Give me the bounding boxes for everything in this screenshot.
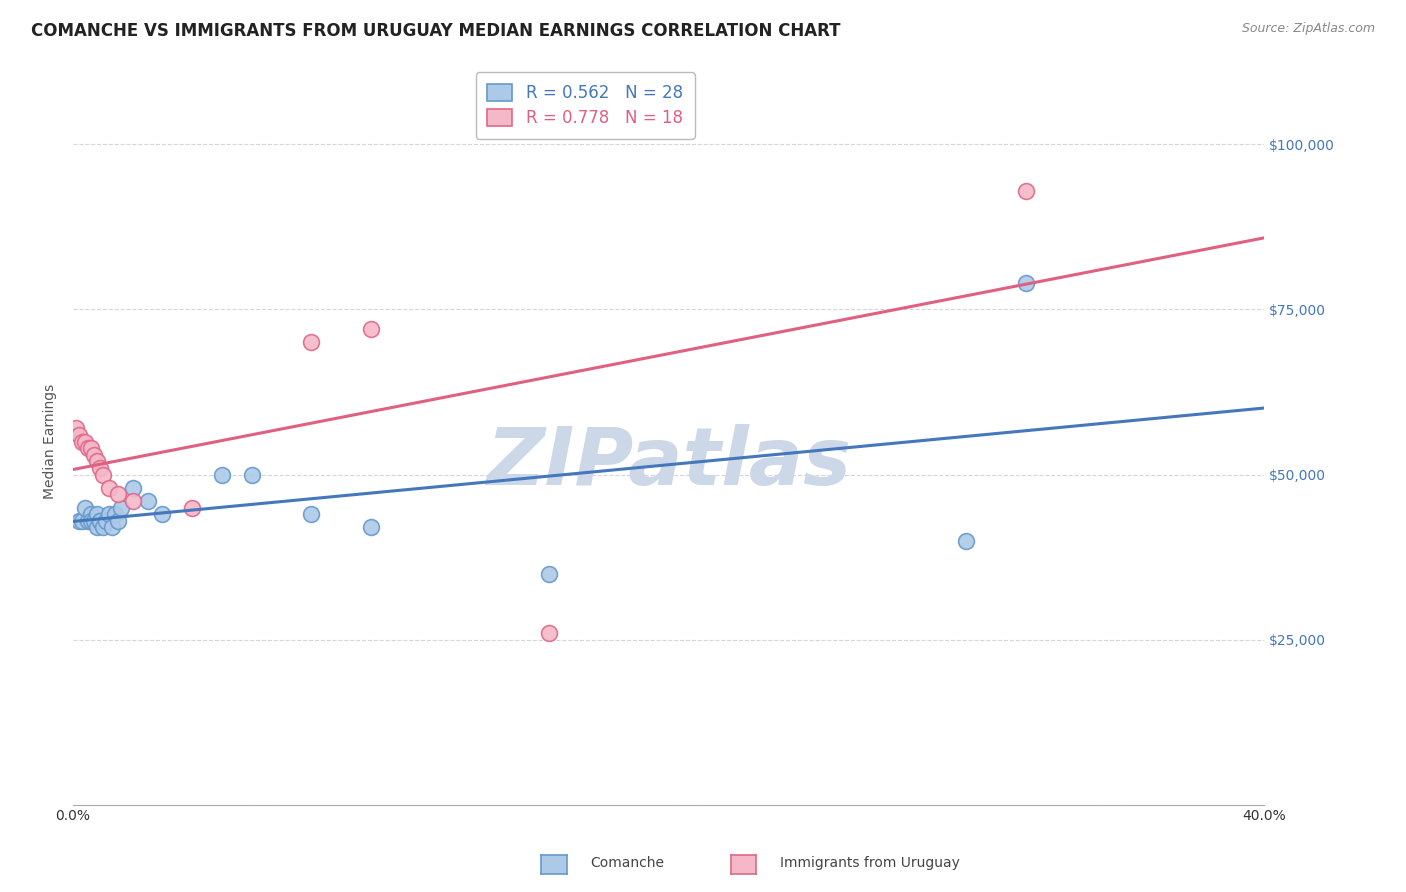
Point — [80, 514, 103, 528]
Point — [1015, 184, 1038, 198]
Point — [107, 514, 129, 528]
Point — [67, 514, 90, 528]
Point — [67, 428, 90, 442]
Point — [152, 507, 174, 521]
Text: ZIPatlas: ZIPatlas — [486, 425, 851, 502]
Y-axis label: Median Earnings: Median Earnings — [44, 384, 58, 500]
Point — [73, 500, 96, 515]
Point — [136, 494, 159, 508]
Point — [89, 514, 111, 528]
Point — [955, 533, 977, 548]
Point — [86, 520, 108, 534]
Point — [83, 514, 105, 528]
Text: Comanche: Comanche — [591, 856, 665, 871]
Point — [89, 514, 111, 528]
Point — [360, 520, 382, 534]
Point — [97, 481, 120, 495]
Point — [80, 507, 103, 521]
Point — [107, 487, 129, 501]
Point — [299, 507, 322, 521]
Point — [1015, 276, 1038, 290]
Point — [104, 507, 127, 521]
Text: COMANCHE VS IMMIGRANTS FROM URUGUAY MEDIAN EARNINGS CORRELATION CHART: COMANCHE VS IMMIGRANTS FROM URUGUAY MEDI… — [31, 22, 841, 40]
Point — [97, 507, 120, 521]
Point — [101, 520, 124, 534]
Point — [65, 421, 87, 435]
Text: Source: ZipAtlas.com: Source: ZipAtlas.com — [1241, 22, 1375, 36]
Point — [77, 514, 100, 528]
Point — [91, 520, 114, 534]
Point — [89, 461, 111, 475]
Point — [538, 626, 561, 640]
Point — [240, 467, 263, 482]
Point — [94, 514, 117, 528]
Point — [70, 434, 93, 449]
Point — [70, 514, 93, 528]
Point — [121, 494, 143, 508]
Point — [211, 467, 233, 482]
Legend: R = 0.562   N = 28, R = 0.778   N = 18: R = 0.562 N = 28, R = 0.778 N = 18 — [475, 72, 695, 138]
Point — [181, 500, 204, 515]
Text: Immigrants from Uruguay: Immigrants from Uruguay — [780, 856, 960, 871]
Point — [83, 448, 105, 462]
Point — [80, 441, 103, 455]
Point — [121, 481, 143, 495]
Point — [538, 566, 561, 581]
Point — [360, 322, 382, 336]
Point — [299, 335, 322, 350]
Point — [73, 434, 96, 449]
Point — [86, 454, 108, 468]
Point — [77, 441, 100, 455]
Point — [86, 507, 108, 521]
Point — [91, 467, 114, 482]
Point — [110, 500, 132, 515]
